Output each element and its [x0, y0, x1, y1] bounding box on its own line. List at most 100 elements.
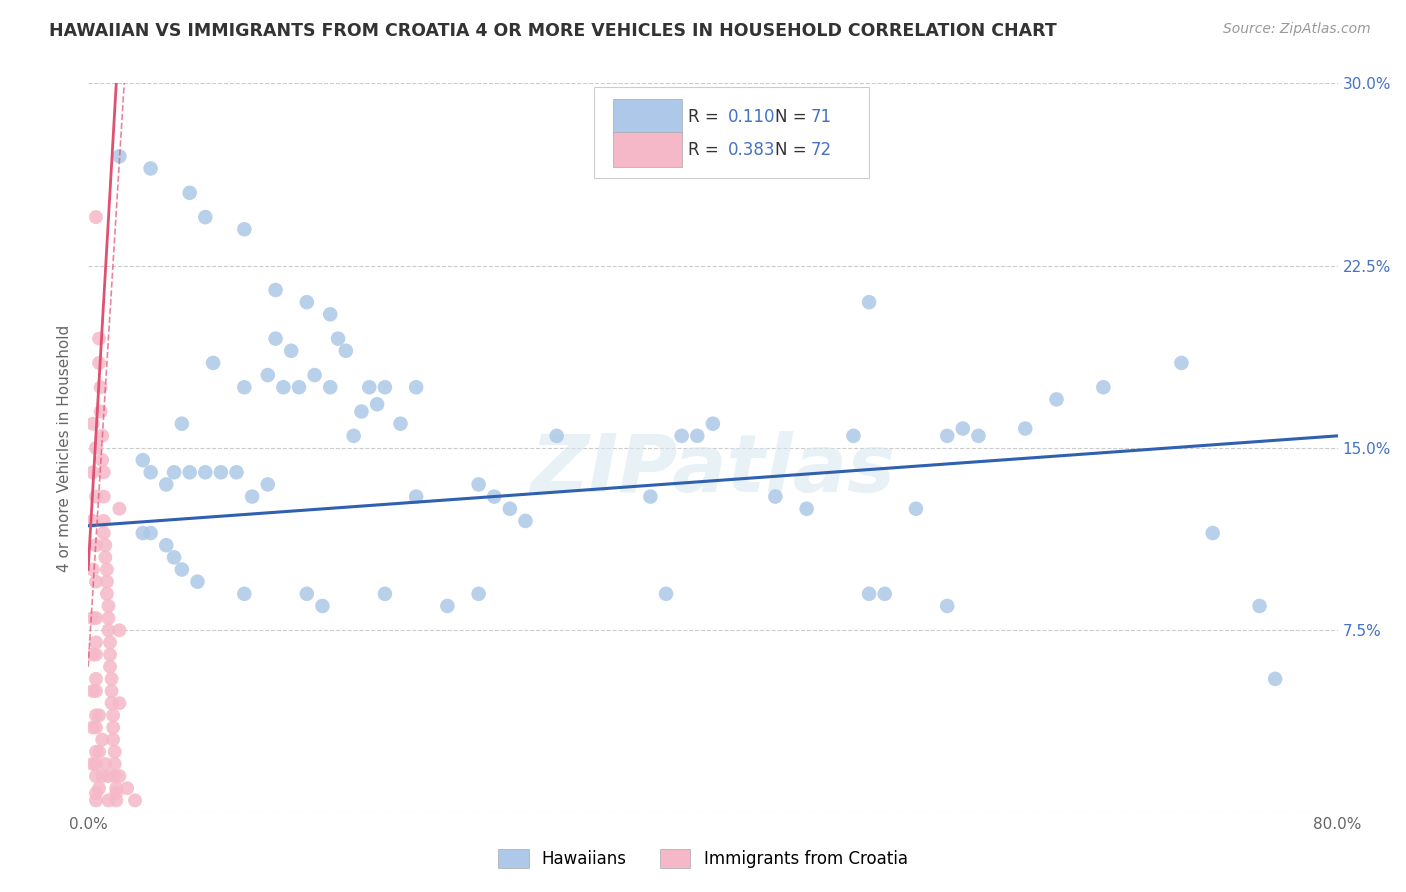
Point	[967, 429, 990, 443]
Point	[97, 769, 120, 783]
Point	[115, 781, 138, 796]
Point	[93, 526, 115, 541]
Point	[84, 648, 107, 662]
Point	[326, 332, 349, 346]
Point	[359, 380, 381, 394]
Text: N =: N =	[775, 108, 813, 126]
Point	[194, 465, 217, 479]
Point	[671, 429, 693, 443]
Point	[84, 721, 107, 735]
FancyBboxPatch shape	[613, 132, 682, 168]
Point	[100, 672, 122, 686]
Point	[163, 465, 186, 479]
Legend: Hawaiians, Immigrants from Croatia: Hawaiians, Immigrants from Croatia	[492, 842, 914, 875]
Point	[105, 793, 128, 807]
Point	[796, 501, 818, 516]
Point	[139, 465, 162, 479]
Point	[194, 210, 217, 224]
Point	[304, 368, 326, 382]
Point	[186, 574, 208, 589]
Point	[84, 490, 107, 504]
Point	[405, 380, 427, 394]
Point	[1249, 599, 1271, 613]
Text: ZIPatlas: ZIPatlas	[530, 431, 896, 508]
Point	[155, 477, 177, 491]
Point	[124, 793, 146, 807]
Point	[82, 611, 104, 625]
Point	[101, 721, 124, 735]
Point	[90, 380, 112, 394]
Point	[84, 793, 107, 807]
Text: R =: R =	[688, 108, 724, 126]
Point	[546, 429, 568, 443]
Point	[108, 624, 131, 638]
Point	[96, 587, 118, 601]
Point	[233, 587, 256, 601]
Point	[936, 599, 959, 613]
Point	[91, 732, 114, 747]
Point	[842, 429, 865, 443]
Point	[84, 611, 107, 625]
Point	[82, 417, 104, 431]
Point	[108, 769, 131, 783]
Point	[94, 756, 117, 771]
Point	[84, 441, 107, 455]
FancyBboxPatch shape	[613, 100, 682, 135]
Point	[319, 380, 342, 394]
Point	[343, 429, 366, 443]
Point	[82, 721, 104, 735]
Point	[104, 756, 127, 771]
Point	[256, 477, 278, 491]
Point	[1014, 421, 1036, 435]
Point	[484, 490, 506, 504]
Point	[467, 477, 489, 491]
Point	[280, 343, 302, 358]
Point	[97, 599, 120, 613]
Point	[84, 574, 107, 589]
Point	[98, 659, 121, 673]
Point	[264, 283, 287, 297]
Point	[904, 501, 927, 516]
Point	[702, 417, 724, 431]
Point	[97, 793, 120, 807]
Text: R =: R =	[688, 141, 724, 159]
Point	[763, 490, 786, 504]
Text: 72: 72	[810, 141, 831, 159]
Point	[858, 587, 880, 601]
Point	[94, 538, 117, 552]
Point	[179, 465, 201, 479]
Point	[170, 562, 193, 576]
Point	[515, 514, 537, 528]
Point	[640, 490, 662, 504]
Point	[82, 465, 104, 479]
Point	[87, 332, 110, 346]
Point	[319, 307, 342, 321]
Point	[240, 490, 263, 504]
Point	[233, 380, 256, 394]
Point	[108, 149, 131, 163]
Point	[93, 514, 115, 528]
Point	[295, 295, 318, 310]
Point	[1045, 392, 1067, 407]
Point	[100, 696, 122, 710]
Point	[873, 587, 896, 601]
Point	[94, 550, 117, 565]
Point	[100, 684, 122, 698]
Point	[90, 404, 112, 418]
Point	[96, 574, 118, 589]
Point	[84, 538, 107, 552]
Point	[233, 222, 256, 236]
Point	[87, 356, 110, 370]
Point	[499, 501, 522, 516]
Point	[952, 421, 974, 435]
Text: Source: ZipAtlas.com: Source: ZipAtlas.com	[1223, 22, 1371, 37]
Point	[104, 769, 127, 783]
Point	[467, 587, 489, 601]
Point	[104, 745, 127, 759]
Point	[1264, 672, 1286, 686]
Point	[84, 684, 107, 698]
Point	[84, 210, 107, 224]
Point	[179, 186, 201, 200]
Point	[87, 708, 110, 723]
Text: N =: N =	[775, 141, 813, 159]
